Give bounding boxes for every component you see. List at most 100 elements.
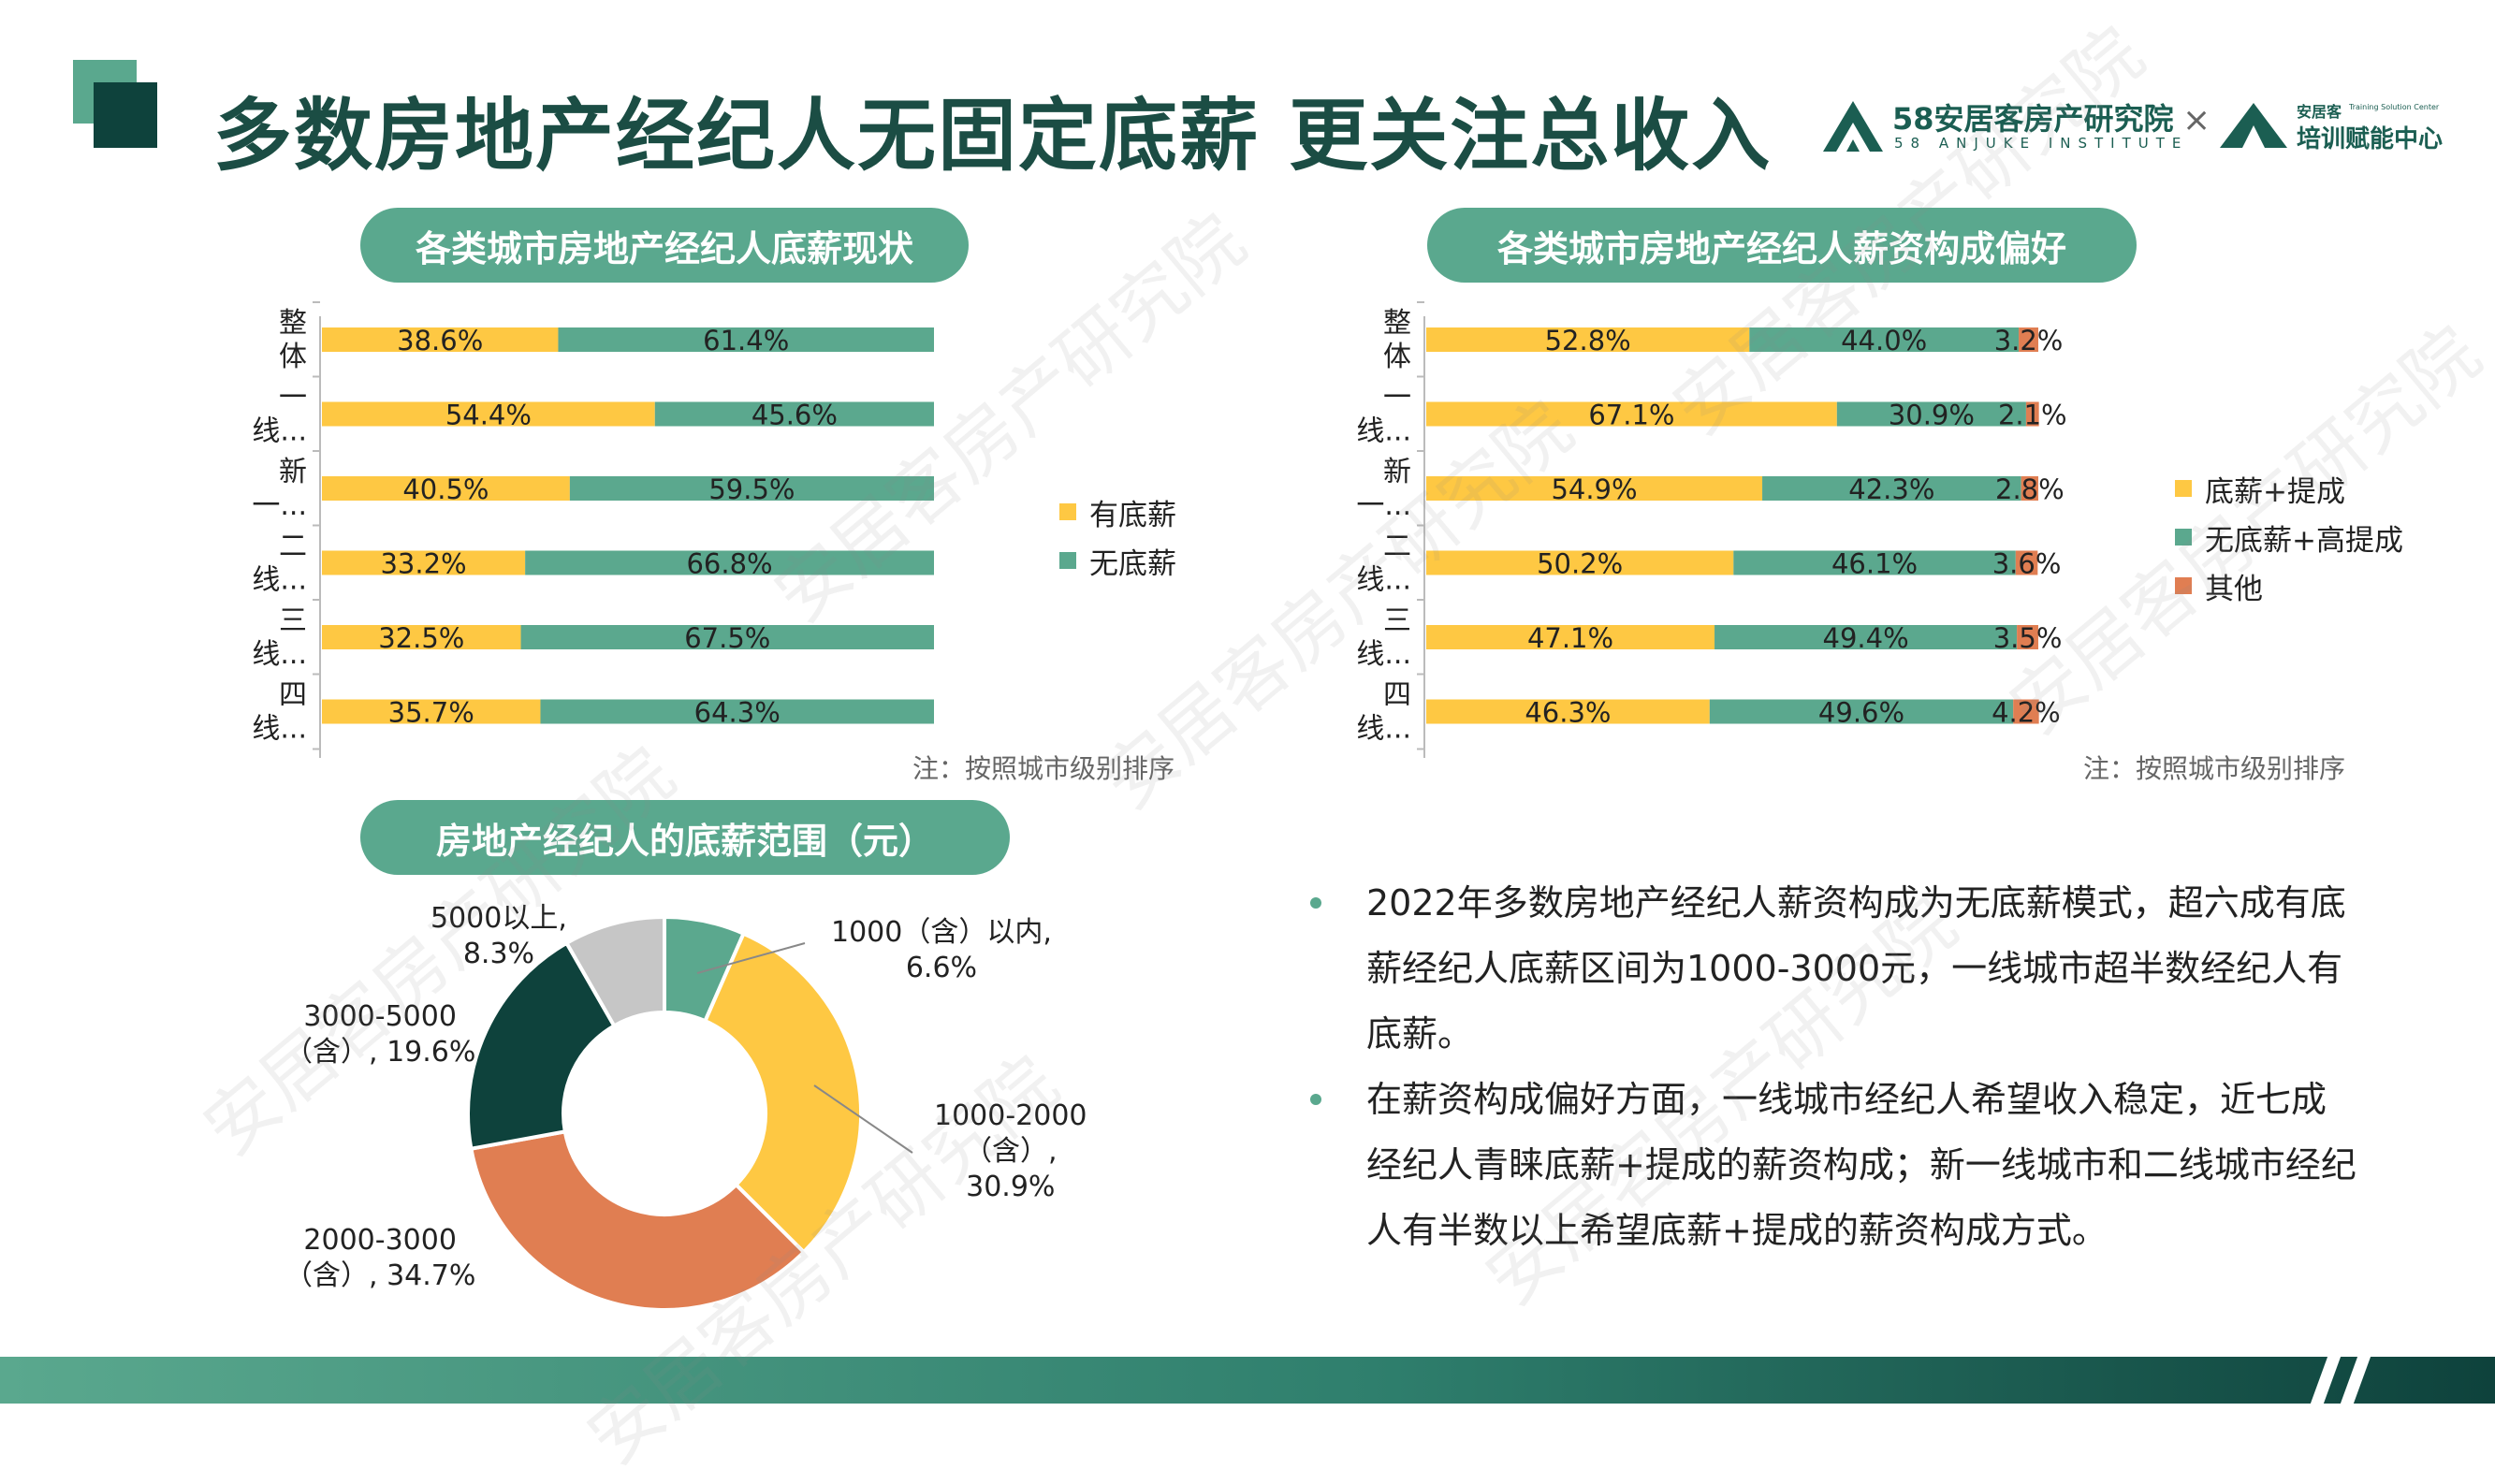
y-tick-label: 三 (1383, 604, 1411, 637)
bar-segment (322, 699, 541, 724)
legend-label: 无底薪 (1089, 546, 1176, 581)
chart1-title-pill: 各类城市房地产经纪人底薪现状 (360, 208, 969, 283)
legend-label: 有底薪 (1089, 498, 1176, 532)
data-label: 3.6% (1992, 548, 2062, 580)
legend-swatch (1059, 552, 1076, 569)
legend-item-no-base: 无底薪 (1059, 536, 1176, 585)
y-tick-label: 体 (279, 341, 307, 373)
chart3-title-pill: 房地产经纪人的底薪范围（元） (360, 800, 1010, 875)
legend-swatch (1059, 503, 1076, 520)
legend-swatch (2175, 577, 2192, 594)
data-label: 47.1% (1527, 622, 1613, 654)
bar-segment (1733, 550, 2016, 575)
bar-segment (1426, 476, 1763, 501)
bar-segment (322, 327, 559, 352)
y-tick-label: 体 (1383, 341, 1411, 373)
bar-segment (1836, 401, 2026, 427)
chart2-salary-structure-preference: 整体 52.8% 44.0% 3.2% 一线... 67.1% 30.9% 2.1% 新一...… (1356, 301, 2067, 758)
training-logo-top: 安居客 (2297, 103, 2342, 121)
bar-segment (1426, 550, 1734, 575)
y-tick-label: 线... (1356, 638, 1411, 671)
donut-label-over-5000: 5000以上, 8.3% (430, 902, 567, 970)
bullet-item: 2022年多数房地产经纪人薪资构成为无底薪模式，超六成有底薪经纪人底薪区间为10… (1310, 870, 2358, 1067)
bar-segment (1426, 699, 1710, 724)
bar-segment (2013, 699, 2039, 724)
bar-segment (2025, 401, 2039, 427)
bar-segment (569, 476, 934, 501)
chart2-title-pill: 各类城市房地产经纪人薪资构成偏好 (1427, 208, 2137, 283)
y-tick-label: 线... (252, 713, 307, 746)
bar-segment (1749, 327, 2020, 352)
data-label: 64.3% (694, 697, 781, 729)
page-title: 多数房地产经纪人无固定底薪 更关注总收入 (213, 90, 1773, 182)
data-label: 49.6% (1818, 697, 1904, 729)
chart3-base-salary-range-donut (466, 914, 863, 1312)
anjuke-logo-mark-icon (1823, 101, 1883, 152)
data-label: 2.1% (1998, 400, 2067, 431)
donut-label-3000-5000: 3000-5000 （含）, 19.6% (285, 1000, 476, 1069)
bullet-dot (1310, 897, 1321, 909)
data-label: 3.2% (1994, 325, 2064, 356)
y-tick-label: 新 (1383, 456, 1411, 488)
data-label: 67.5% (684, 622, 770, 654)
anjuke-logo-sub: 58 ANJUKE INSTITUTE (1894, 135, 2189, 152)
y-tick-label: 整 (1383, 307, 1411, 340)
footer-band (0, 1357, 2495, 1404)
bullet-text: 在薪资构成偏好方面，一线城市经纪人希望收入稳定，近七成经纪人青睐底薪+提成的薪资… (1366, 1079, 2356, 1251)
data-label: 50.2% (1537, 548, 1623, 580)
bar-segment (558, 327, 934, 352)
y-tick-label: 一 (1383, 382, 1411, 415)
logo-cross: × (2182, 101, 2211, 139)
data-label: 54.4% (445, 400, 532, 431)
donut-slice (469, 1129, 807, 1312)
legend-label: 其他 (2205, 572, 2263, 606)
data-label: 49.4% (1823, 622, 1909, 654)
legend-label: 底薪+提成 (2205, 474, 2345, 509)
bar-segment (1762, 476, 2021, 501)
title-square-dark (94, 82, 157, 148)
data-label: 33.2% (380, 548, 466, 580)
bar-segment (540, 699, 934, 724)
y-tick-label: 二 (1383, 531, 1411, 563)
data-label: 40.5% (402, 473, 489, 505)
chart2-note: 注：按照城市级别排序 (2083, 753, 2346, 784)
legend-label: 无底薪+高提成 (2205, 523, 2403, 558)
training-logo-mark-icon (2220, 103, 2287, 148)
bar-segment (520, 625, 934, 649)
y-tick-label: 三 (279, 604, 307, 637)
bullet-text: 2022年多数房地产经纪人薪资构成为无底薪模式，超六成有底薪经纪人底薪区间为10… (1366, 882, 2346, 1055)
chart1-note: 注：按照城市级别排序 (912, 753, 1175, 784)
bullet-item: 在薪资构成偏好方面，一线城市经纪人希望收入稳定，近七成经纪人青睐底薪+提成的薪资… (1310, 1067, 2358, 1263)
data-label: 52.8% (1545, 325, 1631, 356)
donut-label-under-1000: 1000（含）以内, 6.6% (831, 916, 1052, 984)
training-logo-sub: Training Solution Center (2349, 103, 2440, 111)
data-label: 45.6% (751, 400, 838, 431)
donut-slice (563, 914, 666, 1029)
y-tick-label: 整 (279, 307, 307, 340)
data-label: 66.8% (686, 548, 772, 580)
data-label: 67.1% (1588, 400, 1674, 431)
y-tick-label: 线... (1356, 415, 1411, 448)
legend-item-base-commission: 底薪+提成 (2175, 464, 2403, 513)
y-tick-label: 新 (279, 456, 307, 488)
y-tick-label: 四 (279, 679, 307, 712)
bar-segment (1426, 625, 1715, 649)
donut-label-1000-2000: 1000-2000 （含）, 30.9% (934, 1099, 1087, 1203)
chart1-legend: 有底薪 无底薪 (1059, 487, 1176, 585)
data-label: 4.2% (1992, 697, 2061, 729)
bar-segment (1709, 699, 2014, 724)
data-label: 46.3% (1525, 697, 1611, 729)
legend-swatch (2175, 480, 2192, 497)
legend-swatch (2175, 529, 2192, 546)
y-tick-label: 线... (252, 564, 307, 597)
data-label: 42.3% (1848, 473, 1934, 505)
y-tick-label: 一... (252, 489, 307, 522)
bar-segment (2021, 476, 2038, 501)
y-tick-label: 线... (1356, 713, 1411, 746)
y-tick-label: 一 (279, 382, 307, 415)
anjuke-logo-name: 58安居客房产研究院 (1892, 101, 2174, 137)
data-label: 59.5% (708, 473, 795, 505)
legend-item-high-commission: 无底薪+高提成 (2175, 513, 2403, 561)
bar-segment (2015, 550, 2038, 575)
bar-segment (322, 625, 521, 649)
